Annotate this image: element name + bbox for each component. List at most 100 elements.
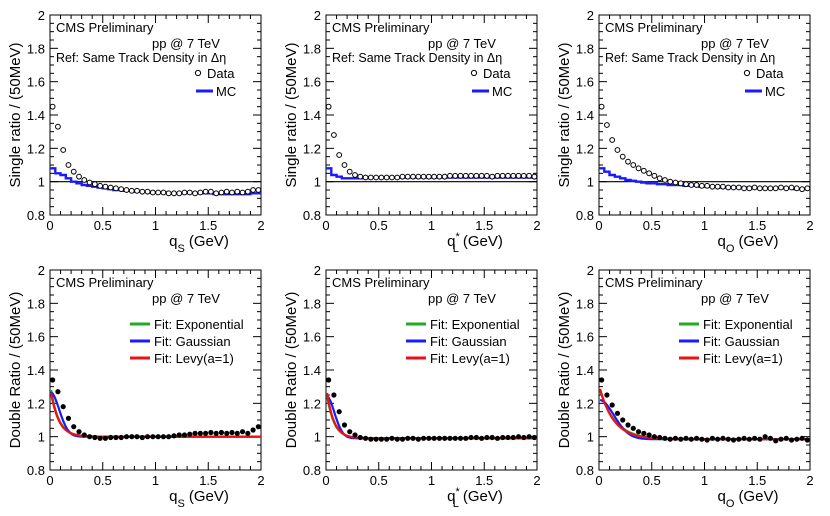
x-axis-label-main: q <box>169 488 177 505</box>
data-point <box>436 173 443 180</box>
data-point <box>65 415 72 421</box>
data-point <box>139 188 146 195</box>
data-point <box>50 103 56 110</box>
data-point <box>357 434 363 441</box>
x-tick-label: 0.5 <box>643 473 661 488</box>
data-point <box>149 189 156 196</box>
energy-label: pp @ 7 TeV <box>152 291 220 306</box>
y-tick-label: 1.8 <box>576 296 594 311</box>
data-point <box>788 184 795 191</box>
x-tick-label: 0 <box>322 473 329 488</box>
y-tick-label: 1.4 <box>303 363 321 378</box>
data-point <box>218 189 225 196</box>
data-point <box>678 436 684 442</box>
data-point <box>736 436 742 442</box>
data-point <box>667 436 673 442</box>
legend-data-marker <box>194 69 202 77</box>
fit-curve-exponential <box>326 395 537 440</box>
y-tick-label: 1.6 <box>576 75 594 90</box>
data-point <box>207 188 214 195</box>
data-point <box>683 181 689 188</box>
x-tick-label: 1 <box>428 218 435 233</box>
x-tick-label: 1.5 <box>748 218 766 233</box>
data-point <box>609 402 615 408</box>
y-tick-label: 1 <box>314 175 321 190</box>
data-point <box>81 432 87 438</box>
data-point <box>108 434 114 441</box>
data-point <box>625 158 631 165</box>
data-point <box>347 429 353 435</box>
data-point <box>420 435 427 441</box>
legend-levy-label: Fit: Levy(a=1) <box>154 351 234 366</box>
x-tick-label: 2 <box>806 473 813 488</box>
data-point <box>389 435 395 441</box>
data-point <box>614 147 621 153</box>
y-tick-label: 1.8 <box>27 296 45 311</box>
experiment-label: CMS Preliminary <box>56 20 154 35</box>
data-point <box>799 435 805 441</box>
legend-data-label: Data <box>483 66 511 81</box>
data-point <box>107 184 114 191</box>
data-point <box>70 168 77 175</box>
data-point <box>720 183 726 190</box>
data-point <box>515 434 522 440</box>
data-point <box>746 185 753 192</box>
data-point <box>102 435 108 441</box>
data-point <box>155 189 162 196</box>
data-point <box>134 187 140 194</box>
legend-exponential-label: Fit: Exponential <box>154 317 244 332</box>
x-axis-label-unit: (GeV) <box>463 488 503 505</box>
y-axis-label: Double Ratio / (50MeV) <box>556 292 573 449</box>
data-point <box>176 190 183 197</box>
x-axis-label-unit: (GeV) <box>738 488 778 505</box>
data-point <box>208 429 214 436</box>
data-point <box>783 185 790 192</box>
data-point <box>405 435 411 441</box>
legend-gaussian-label: Fit: Gaussian <box>430 334 507 349</box>
data-point <box>510 172 517 179</box>
data-point <box>373 436 379 442</box>
x-tick-label: 1.5 <box>748 473 766 488</box>
data-point <box>793 185 800 192</box>
data-point <box>97 435 103 441</box>
data-point <box>452 172 459 179</box>
data-point <box>630 162 637 168</box>
data-point <box>756 185 763 192</box>
data-point <box>667 178 674 185</box>
data-point <box>425 173 432 180</box>
x-axis-label: qO (GeV) <box>718 488 779 510</box>
data-point <box>436 435 443 441</box>
data-point <box>478 172 485 179</box>
data-point <box>234 188 241 195</box>
data-point <box>86 179 93 186</box>
data-point <box>463 435 469 441</box>
data-point <box>102 183 109 190</box>
data-point <box>326 377 332 383</box>
data-point <box>730 184 737 191</box>
data-point <box>688 436 694 442</box>
experiment-label: CMS Preliminary <box>332 20 430 35</box>
experiment-label: CMS Preliminary <box>332 275 430 290</box>
data-point <box>725 184 732 191</box>
data-point <box>646 432 652 438</box>
data-point <box>630 425 636 431</box>
data-point <box>331 132 337 138</box>
data-point <box>457 435 464 441</box>
data-point <box>730 437 737 443</box>
data-point <box>229 429 235 436</box>
data-point <box>489 173 496 180</box>
data-point <box>331 392 337 398</box>
data-point <box>494 435 501 441</box>
data-point <box>250 187 256 193</box>
data-point <box>213 430 219 436</box>
x-axis-label-sub: S <box>177 243 184 255</box>
x-axis-label-sub: L <box>453 243 459 255</box>
fit-curve-exponential <box>50 389 261 438</box>
y-tick-label: 1 <box>314 430 321 445</box>
data-point <box>383 174 390 181</box>
x-axis-label-main: q <box>718 233 726 250</box>
data-point <box>804 437 810 443</box>
x-axis-label-unit: (GeV) <box>189 233 229 250</box>
x-axis-label: q* L (GeV) <box>447 486 503 510</box>
data-point <box>499 172 506 179</box>
